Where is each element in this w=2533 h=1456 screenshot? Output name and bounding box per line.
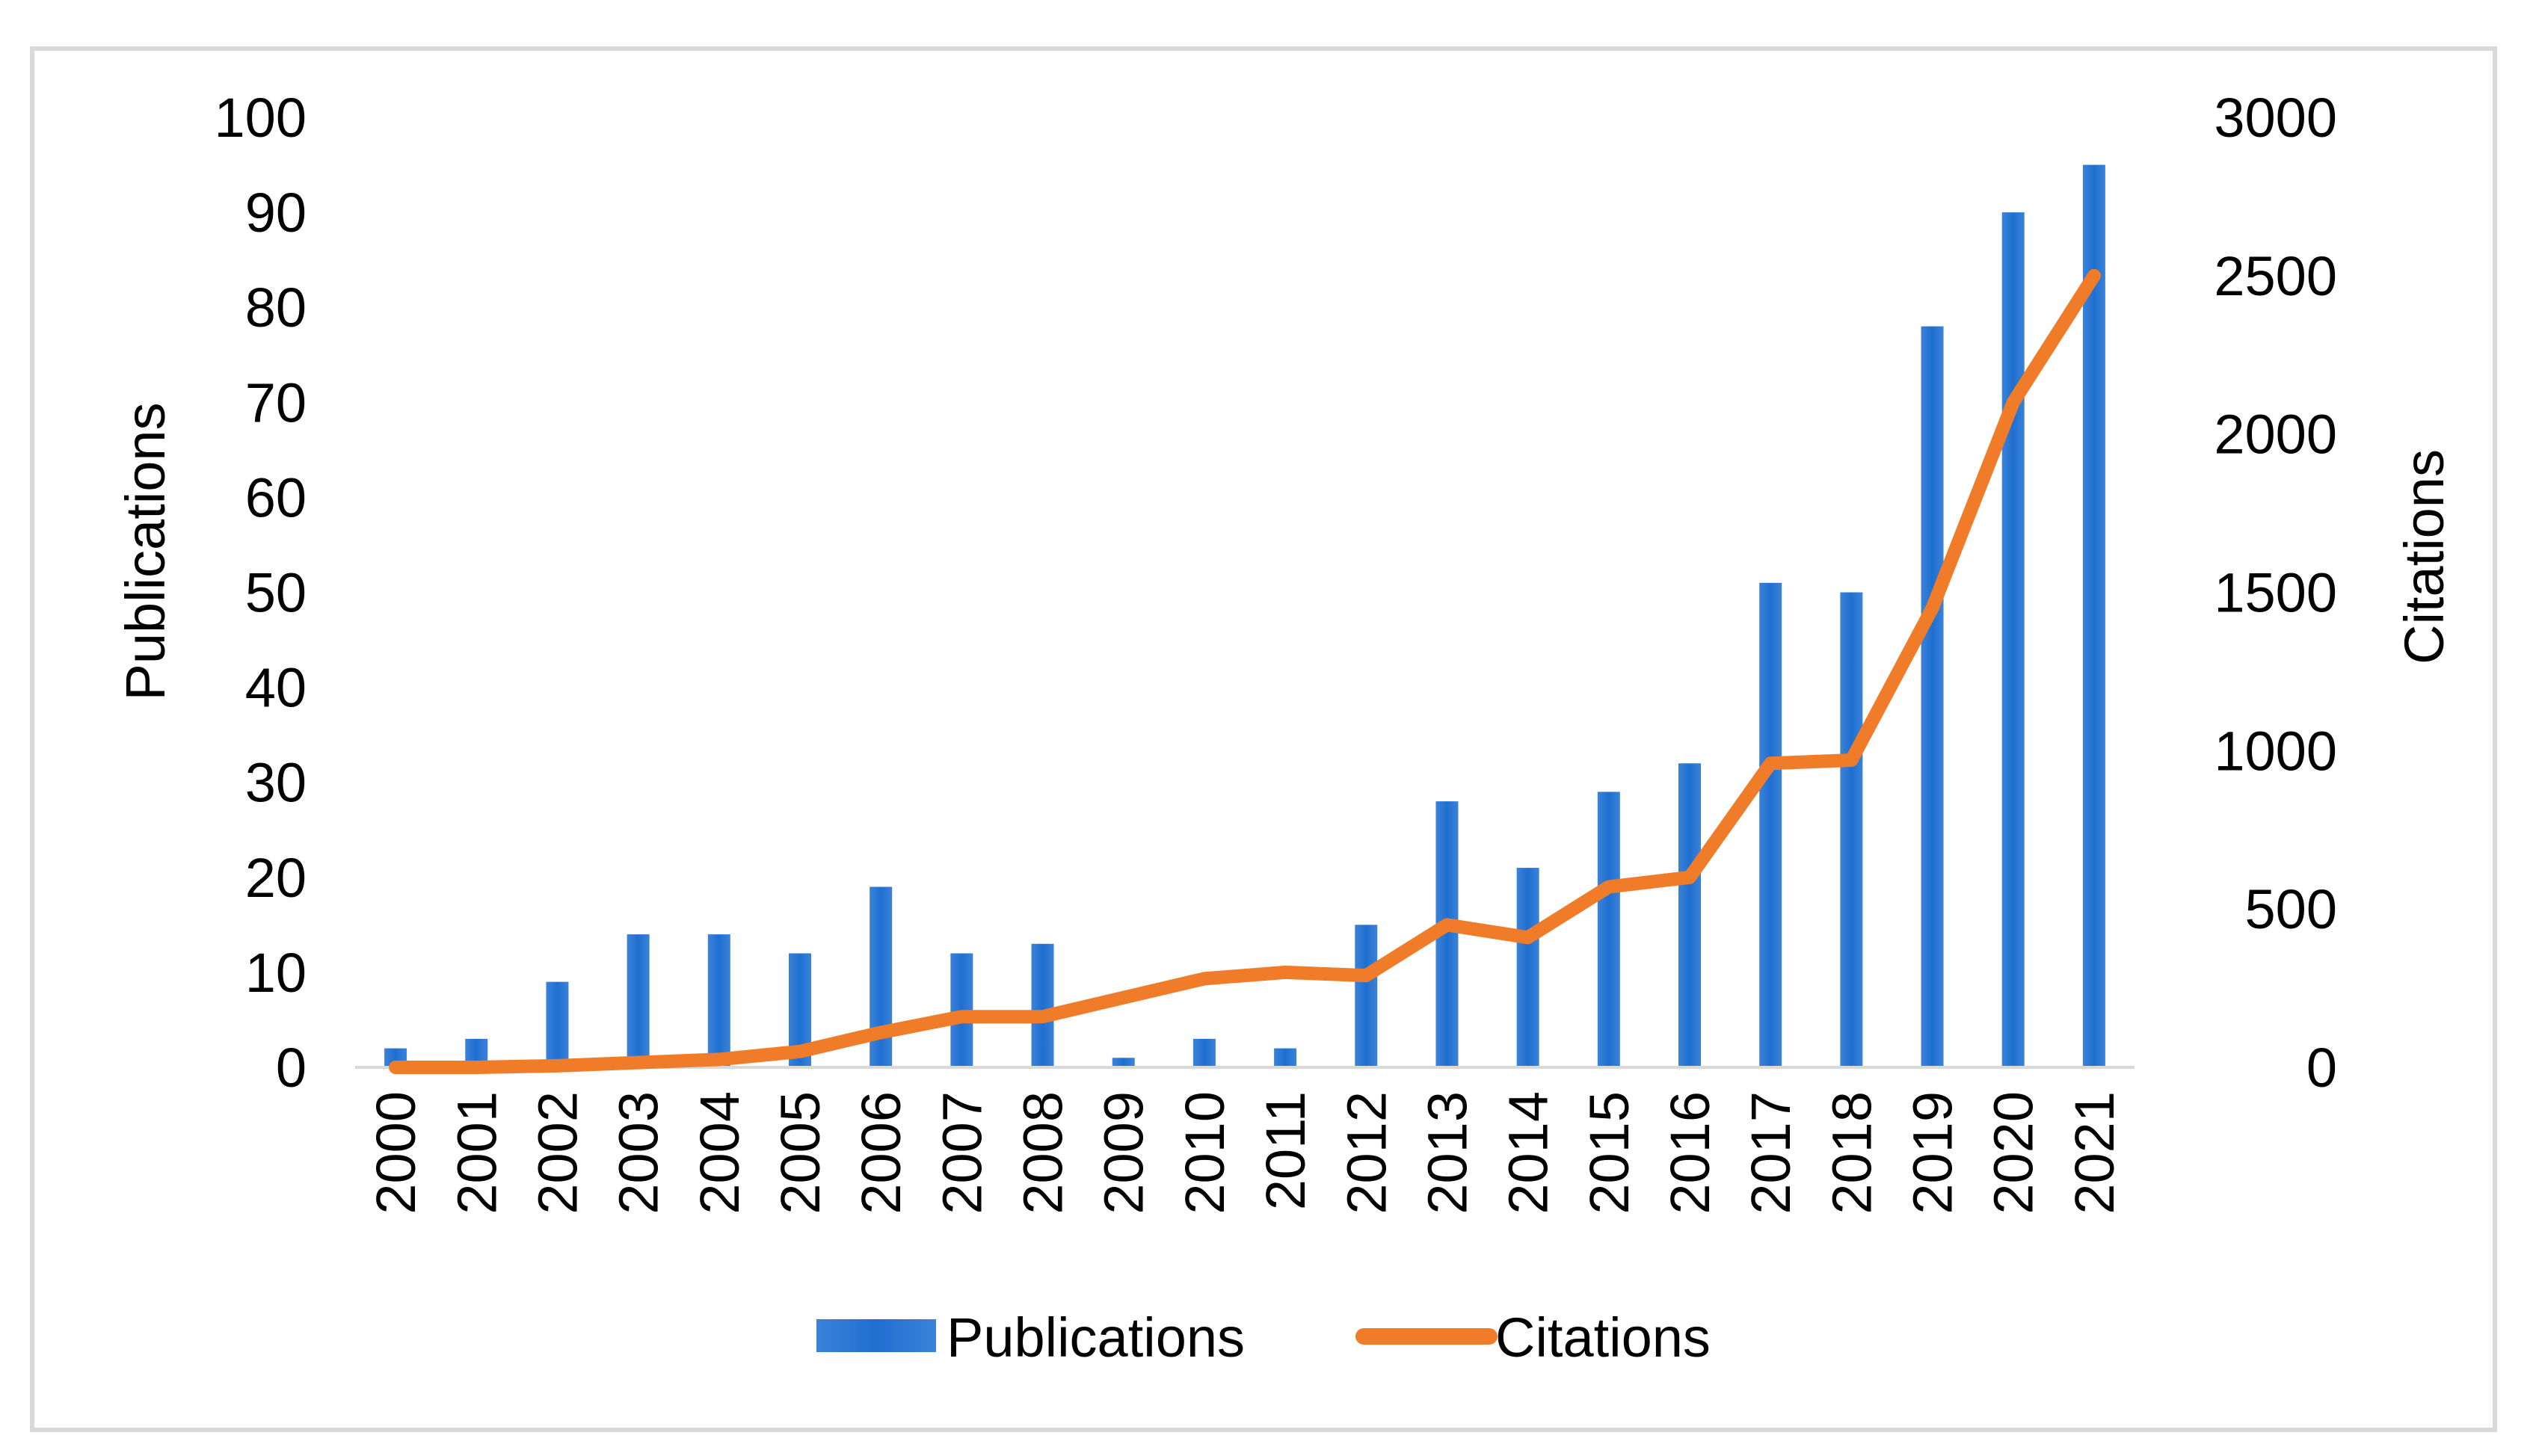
- left-tick-label: 30: [245, 752, 307, 814]
- bar-publications-2016: [1678, 763, 1701, 1067]
- bar-publications-2014: [1516, 868, 1539, 1067]
- bar-publications-2020: [2001, 212, 2025, 1068]
- bar-publications-2017: [1759, 582, 1782, 1067]
- x-tick-label-2003: 2003: [608, 1091, 670, 1215]
- x-tick-label-2013: 2013: [1416, 1091, 1478, 1215]
- x-tick-label-2001: 2001: [446, 1091, 508, 1215]
- left-tick-label: 60: [245, 466, 307, 528]
- x-axis-ticks: 2000 2001 2002 2003 2004 2005 2006 2007 2008 2009…: [365, 1091, 2126, 1215]
- right-tick-label: 3000: [2214, 87, 2337, 149]
- x-tick-label-2007: 2007: [931, 1091, 993, 1215]
- right-tick-label: 0: [2306, 1037, 2337, 1099]
- left-tick-label: 80: [245, 277, 307, 339]
- x-tick-label-2006: 2006: [850, 1091, 912, 1215]
- right-axis-ticks: 0 500 1000 1500 2000 2500 3000: [2214, 87, 2337, 1099]
- legend-swatch-publications: [816, 1319, 936, 1352]
- right-tick-label: 500: [2245, 878, 2337, 940]
- bar-publications-2011: [1274, 1048, 1297, 1067]
- bar-series-publications: [355, 164, 2135, 1069]
- right-tick-label: 2000: [2214, 404, 2337, 466]
- bar-publications-2002: [546, 981, 569, 1067]
- left-tick-label: 50: [245, 562, 307, 624]
- x-tick-label-2008: 2008: [1012, 1091, 1074, 1215]
- left-tick-label: 20: [245, 847, 307, 909]
- left-tick-label: 0: [276, 1037, 307, 1099]
- left-tick-label: 10: [245, 942, 307, 1004]
- legend-label-publications: Publications: [947, 1307, 1245, 1369]
- bar-publications-2021: [2082, 164, 2105, 1067]
- line-citations: [389, 268, 2101, 1074]
- x-tick-label-2010: 2010: [1174, 1091, 1236, 1215]
- left-tick-label: 40: [245, 657, 307, 719]
- x-tick-label-2004: 2004: [689, 1091, 751, 1215]
- x-tick-label-2017: 2017: [1740, 1091, 1802, 1215]
- left-tick-label: 90: [245, 182, 307, 244]
- right-tick-label: 1000: [2214, 720, 2337, 782]
- x-tick-label-2019: 2019: [1902, 1091, 1964, 1215]
- bar-publications-2009: [1112, 1058, 1135, 1067]
- bar-publications-2018: [1840, 592, 1863, 1067]
- x-tick-label-2000: 2000: [365, 1091, 427, 1215]
- chart-legend: Publications Citations: [816, 1307, 1711, 1369]
- x-tick-label-2018: 2018: [1821, 1091, 1883, 1215]
- right-axis-title: Citations: [2393, 449, 2455, 664]
- left-tick-label: 100: [215, 87, 307, 149]
- left-axis-ticks: 0 10 20 30 40 50 60 70 80 90 100: [215, 87, 307, 1099]
- legend-label-citations: Citations: [1495, 1307, 1711, 1369]
- x-tick-label-2021: 2021: [2063, 1091, 2126, 1215]
- bar-publications-2008: [1031, 943, 1054, 1067]
- bar-publications-2019: [1921, 326, 1944, 1067]
- bar-publications-2010: [1192, 1038, 1216, 1067]
- left-axis-title: Publications: [114, 402, 176, 700]
- right-tick-label: 2500: [2214, 245, 2337, 307]
- x-tick-label-2015: 2015: [1578, 1091, 1640, 1215]
- x-tick-label-2005: 2005: [769, 1091, 831, 1215]
- x-tick-label-2016: 2016: [1659, 1091, 1721, 1215]
- x-tick-label-2012: 2012: [1335, 1091, 1397, 1215]
- bar-publications-2003: [627, 934, 650, 1067]
- bar-publications-2015: [1597, 792, 1620, 1067]
- left-tick-label: 70: [245, 371, 307, 434]
- line-series-citations: [389, 268, 2101, 1074]
- x-tick-label-2014: 2014: [1498, 1091, 1560, 1215]
- right-tick-label: 1500: [2214, 562, 2337, 624]
- bar-publications-2004: [707, 934, 730, 1067]
- x-tick-label-2009: 2009: [1093, 1091, 1155, 1215]
- bar-publications-2012: [1355, 925, 1378, 1067]
- x-tick-label-2002: 2002: [526, 1091, 588, 1215]
- x-tick-label-2020: 2020: [1983, 1091, 2045, 1215]
- x-tick-label-2011: 2011: [1255, 1091, 1317, 1210]
